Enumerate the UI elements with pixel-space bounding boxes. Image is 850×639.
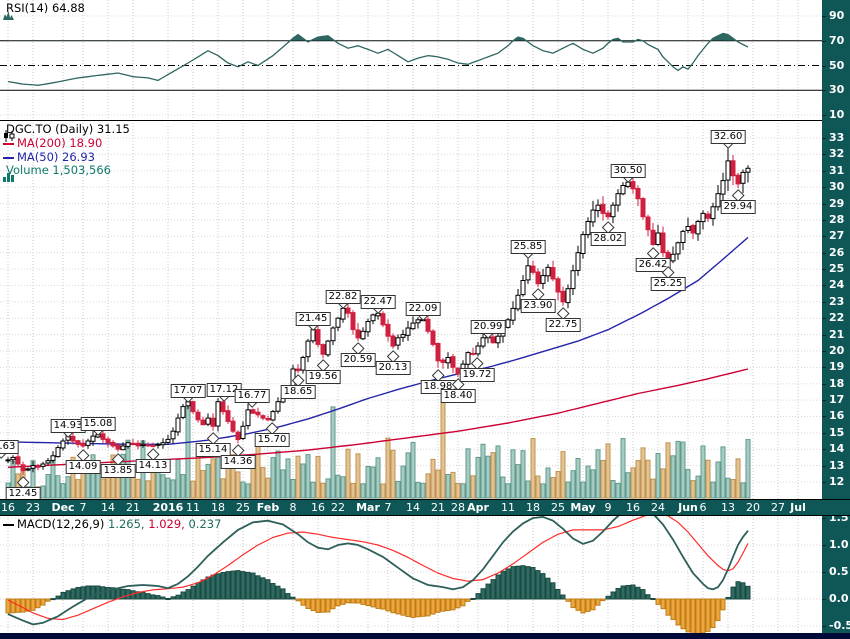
axis-value-label: 31 xyxy=(829,164,845,177)
x-tick-label: 14 xyxy=(101,501,115,514)
x-tick-label: 20 xyxy=(746,501,760,514)
axis-value-label: 21 xyxy=(829,328,845,341)
blue-line-swatch xyxy=(3,156,14,159)
x-tick-label: 27 xyxy=(771,501,785,514)
axis-value-label: 14 xyxy=(829,442,845,455)
x-tick-label: 11 xyxy=(186,501,200,514)
axis-value-label: 19 xyxy=(829,360,845,373)
volume-legend: Volume 1,503,566 xyxy=(3,163,111,182)
x-tick-label: 2016 xyxy=(152,501,184,514)
x-tick-label: 9 xyxy=(604,501,612,514)
ma200-legend: MA(200) 18.90 xyxy=(3,137,102,150)
x-tick-label: 16 xyxy=(626,501,640,514)
last-price: 31.15 xyxy=(96,122,130,136)
axis-value-label: 0.0 xyxy=(829,592,849,605)
x-tick-label: Feb xyxy=(256,501,280,514)
axis-value-label: 23 xyxy=(829,295,845,308)
x-tick-label: 23 xyxy=(26,501,40,514)
bottom-border-strip xyxy=(0,633,850,639)
axis-value-label: 32 xyxy=(829,147,845,160)
price-axis-band: 90 70 50 30 10 33 32 31 30 29 28 27 26 2… xyxy=(822,0,850,639)
x-tick-label: 14 xyxy=(406,501,420,514)
x-tick-label: 18 xyxy=(526,501,540,514)
x-tick-label: Dec xyxy=(51,501,75,514)
x-tick-label: Mar xyxy=(356,501,380,514)
axis-value-label: 33 xyxy=(829,131,845,144)
macd-hist-value: 0.237 xyxy=(188,517,222,531)
x-tick-label: 25 xyxy=(551,501,565,514)
axis-value-label: 30 xyxy=(829,83,845,96)
x-tick-label: Jul xyxy=(790,501,806,514)
axis-value-label: 10 xyxy=(829,108,845,121)
axis-value-label: 18 xyxy=(829,377,845,390)
x-tick-label: 7 xyxy=(79,501,87,514)
axis-value-label: 24 xyxy=(829,278,845,291)
axis-value-label: -0.5 xyxy=(829,619,850,632)
x-tick-label: 8 xyxy=(289,501,297,514)
axis-value-label: 28 xyxy=(829,213,845,226)
axis-value-label: 15 xyxy=(829,426,845,439)
rsi-value: 64.88 xyxy=(51,1,85,15)
symbol-label: DGC.TO (Daily) xyxy=(6,122,94,136)
axis-value-label: 30 xyxy=(829,180,845,193)
axis-value-label: 13 xyxy=(829,459,845,472)
ma50-legend: MA(50) 26.93 xyxy=(3,151,95,164)
x-tick-label: 21 xyxy=(126,501,140,514)
macd-legend: MACD(12,26,9) 1.265, 1.029, 0.237 xyxy=(3,518,221,531)
macd-label: MACD(12,26,9) xyxy=(17,517,105,531)
axis-value-label: 29 xyxy=(829,197,845,210)
axis-value-label: 20 xyxy=(829,344,845,357)
rsi-legend: RSI(14) 64.88 xyxy=(3,1,85,20)
axis-value-label: 26 xyxy=(829,246,845,259)
x-tick-label: 21 xyxy=(431,501,445,514)
ma50-label: MA(50) 26.93 xyxy=(17,150,95,164)
x-tick-label: 18 xyxy=(211,501,225,514)
black-line-swatch xyxy=(3,523,14,526)
axis-value-label: 12 xyxy=(829,475,845,488)
x-tick-label: 28 xyxy=(451,501,465,514)
ma200-label: MA(200) 18.90 xyxy=(17,136,103,150)
axis-value-label: 17 xyxy=(829,393,845,406)
axis-value-label: 70 xyxy=(829,34,845,47)
x-tick-label: 25 xyxy=(236,501,250,514)
x-tick-label: 11 xyxy=(501,501,515,514)
axis-value-label: 0.5 xyxy=(829,565,849,578)
red-line-swatch xyxy=(3,142,14,145)
rsi-panel-plot xyxy=(0,0,822,120)
x-tick-label: 16 xyxy=(1,501,15,514)
x-tick-label: 7 xyxy=(384,501,392,514)
x-tick-label: 24 xyxy=(651,501,665,514)
axis-value-label: 27 xyxy=(829,229,845,242)
volume-label: Volume 1,503,566 xyxy=(6,163,111,177)
axis-value-label: 22 xyxy=(829,311,845,324)
axis-value-label: 25 xyxy=(829,262,845,275)
x-tick-label: 22 xyxy=(331,501,345,514)
macd-signal-value: 1.029, xyxy=(148,517,185,531)
symbol-legend: DGC.TO (Daily) 31.15 xyxy=(3,122,130,142)
axis-value-label: 1.0 xyxy=(829,538,849,551)
x-tick-label: 6 xyxy=(699,501,707,514)
macd-value: 1.265, xyxy=(108,517,145,531)
date-axis: 16 23 Dec 7 14 21 2016 11 18 25 Feb 8 16 22 Mar 7 14 21 28… xyxy=(0,499,850,516)
x-tick-label: 16 xyxy=(311,501,325,514)
x-tick-label: May xyxy=(570,501,596,514)
macd-panel-plot xyxy=(0,516,822,633)
axis-value-label: 90 xyxy=(829,9,845,22)
x-tick-label: Apr xyxy=(467,501,489,514)
rsi-label: RSI(14) xyxy=(6,1,49,15)
price-panel-plot xyxy=(0,120,822,499)
x-tick-label: Jun xyxy=(678,501,698,514)
axis-value-label: 50 xyxy=(829,59,845,72)
axis-value-label: 16 xyxy=(829,409,845,422)
x-tick-label: 13 xyxy=(721,501,735,514)
